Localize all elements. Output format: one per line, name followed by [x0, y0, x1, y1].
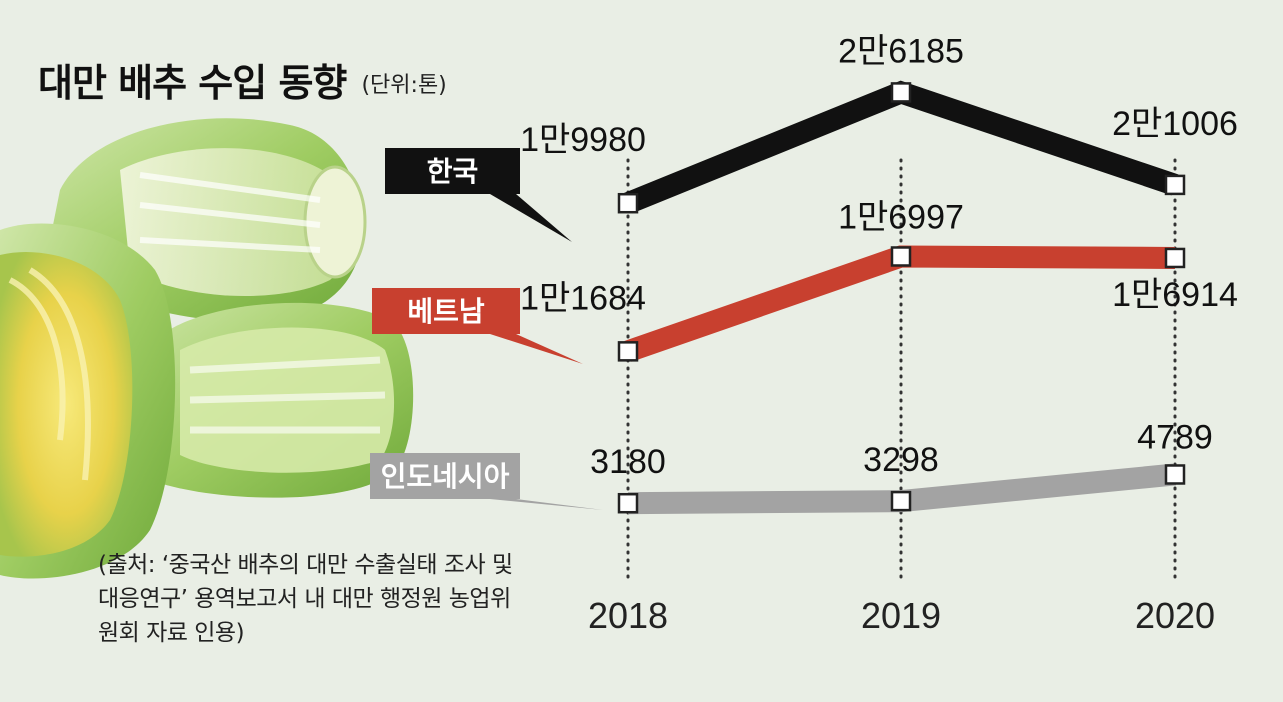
cabbage-illustration — [0, 118, 414, 579]
data-point-marker — [1164, 174, 1186, 196]
data-point-marker — [1164, 464, 1186, 485]
data-point-marker — [890, 490, 912, 512]
series-line — [623, 80, 1179, 214]
x-tick-label: 2019 — [861, 595, 941, 636]
x-axis-labels: 2018 2019 2020 — [588, 595, 1215, 636]
data-label: 1만9980 — [520, 121, 646, 159]
callout-pointer — [490, 499, 603, 510]
data-label: 3180 — [590, 443, 666, 481]
legend-tag-label: 한국 — [427, 155, 479, 188]
data-label: 2만6185 — [838, 32, 964, 70]
callout-pointer — [490, 334, 583, 364]
legend-tag — [370, 453, 520, 499]
data-label: 4789 — [1137, 418, 1213, 456]
callout-pointer — [490, 194, 572, 242]
year-guidelines — [626, 158, 1177, 580]
data-point-marker — [617, 341, 639, 362]
legend-tag-label: 베트남 — [407, 295, 485, 328]
data-label: 1만6997 — [838, 198, 964, 236]
chart-title: 대만 배추 수입 동향 — [38, 61, 347, 105]
data-point-marker — [617, 492, 639, 514]
data-point-marker — [1164, 247, 1186, 269]
data-label: 3298 — [863, 441, 939, 479]
data-point-marker — [890, 246, 912, 267]
series-markers — [617, 82, 1186, 514]
legend-tag — [372, 288, 520, 334]
legend-tag-label: 인도네시아 — [381, 460, 510, 493]
unit-label: (단위:톤) — [361, 73, 447, 98]
data-label: 1만6914 — [1112, 276, 1238, 314]
chart-title-group: 대만 배추 수입 동향 (단위:톤) — [38, 52, 447, 107]
data-label: 2만1006 — [1112, 105, 1238, 143]
legend-tag — [385, 148, 520, 194]
source-note: (출처: ‘중국산 배추의 대만 수출실태 조사 및 대응연구’ 용역보고서 내… — [98, 552, 513, 646]
data-label: 1만1684 — [520, 279, 646, 317]
x-tick-label: 2018 — [588, 595, 668, 636]
x-tick-label: 2020 — [1135, 595, 1215, 636]
data-point-marker — [890, 82, 912, 103]
value-labels: 1만9980 2만6185 2만1006 1만1684 1만6997 1만6914 3180… — [520, 32, 1238, 481]
data-point-marker — [617, 192, 639, 214]
